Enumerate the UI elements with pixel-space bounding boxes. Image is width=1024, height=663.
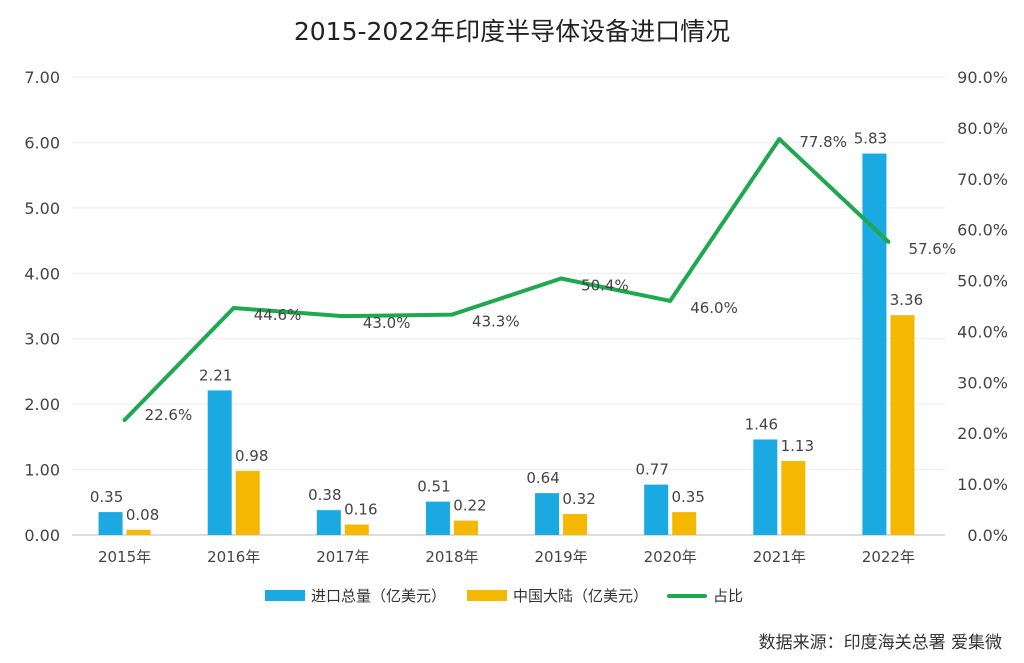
data-label-total: 0.38: [308, 486, 341, 504]
x-axis-tick: 2019年: [534, 548, 587, 566]
right-axis-tick: 80.0%: [957, 119, 1008, 138]
bar-china: [672, 512, 697, 535]
bar-total: [535, 493, 560, 535]
data-label-share: 77.8%: [799, 133, 847, 151]
bar-total: [644, 484, 669, 535]
bar-china: [126, 529, 151, 535]
data-label-china: 3.36: [890, 291, 923, 309]
bar-china: [563, 514, 588, 535]
data-label-total: 0.51: [417, 478, 450, 496]
left-axis-tick: 7.00: [24, 68, 60, 87]
data-label-china: 0.08: [126, 506, 159, 524]
data-label-china: 0.35: [671, 488, 704, 506]
data-label-share: 43.0%: [363, 314, 411, 332]
left-axis-tick: 5.00: [24, 199, 60, 218]
bar-china: [453, 520, 478, 535]
data-label-total: 0.64: [526, 469, 559, 487]
bar-total: [753, 439, 778, 535]
data-label-total: 5.83: [854, 130, 887, 148]
x-axis-tick: 2018年: [425, 548, 478, 566]
legend-item-total: 进口总量（亿美元）: [265, 585, 446, 606]
x-axis-tick: 2015年: [98, 548, 151, 566]
legend-label-total: 进口总量（亿美元）: [311, 587, 447, 605]
chart-title: 2015-2022年印度半导体设备进口情况: [293, 17, 731, 46]
x-axis-tick: 2020年: [644, 548, 697, 566]
right-axis-tick: 70.0%: [957, 170, 1008, 189]
point-share: [886, 239, 891, 244]
left-axis-tick: 3.00: [24, 330, 60, 349]
source-note: 数据来源：印度海关总署 爱集微: [758, 633, 1002, 653]
bar-china: [890, 315, 915, 535]
right-axis-tick: 50.0%: [957, 272, 1008, 291]
data-label-share: 46.0%: [690, 299, 738, 317]
right-axis-tick: 0.0%: [967, 526, 1008, 545]
bar-total: [862, 153, 887, 535]
legend-item-share: 占比: [667, 585, 743, 606]
left-axis-tick: 4.00: [24, 264, 60, 283]
legend-swatch-share: [667, 593, 707, 598]
bar-total: [316, 510, 341, 535]
data-label-share: 22.6%: [145, 406, 193, 424]
right-axis-tick: 10.0%: [957, 475, 1008, 494]
bar-total: [98, 512, 123, 535]
left-axis-tick: 2.00: [24, 395, 60, 414]
legend-swatch-china: [467, 590, 507, 601]
right-axis-tick: 40.0%: [957, 322, 1008, 341]
data-label-total: 0.35: [90, 488, 123, 506]
data-label-china: 0.16: [344, 501, 377, 519]
bar-china: [235, 470, 260, 535]
x-axis-tick: 2021年: [753, 548, 806, 566]
legend-swatch-total: [265, 590, 305, 601]
left-axis-tick: 1.00: [24, 461, 60, 480]
point-share: [559, 276, 564, 281]
left-axis-tick: 0.00: [24, 526, 60, 545]
bar-total: [207, 390, 232, 535]
left-axis-tick: 6.00: [24, 133, 60, 152]
legend-label-share: 占比: [713, 587, 744, 605]
data-label-china: 0.32: [562, 490, 595, 508]
data-label-share: 50.4%: [581, 277, 629, 295]
data-label-china: 1.13: [781, 437, 814, 455]
x-axis-tick: 2022年: [862, 548, 915, 566]
right-axis-tick: 30.0%: [957, 373, 1008, 392]
x-axis-tick: 2016年: [207, 548, 260, 566]
data-label-total: 2.21: [199, 366, 232, 384]
data-label-share: 57.6%: [908, 240, 956, 258]
bar-total: [425, 501, 450, 535]
right-axis-tick: 90.0%: [957, 68, 1008, 87]
point-share: [449, 312, 454, 317]
point-share: [668, 298, 673, 303]
data-label-share: 44.6%: [254, 306, 302, 324]
data-label-china: 0.98: [235, 447, 268, 465]
legend-label-china: 中国大陆（亿美元）: [513, 587, 649, 605]
point-share: [340, 314, 345, 319]
bar-china: [344, 524, 369, 535]
bar-china: [781, 461, 806, 535]
right-axis-tick: 60.0%: [957, 221, 1008, 240]
point-share: [231, 306, 236, 311]
x-axis-tick: 2017年: [316, 548, 369, 566]
legend-item-china: 中国大陆（亿美元）: [467, 585, 648, 606]
data-label-china: 0.22: [453, 497, 486, 515]
right-axis-tick: 20.0%: [957, 424, 1008, 443]
point-share: [122, 417, 127, 422]
line-share: [123, 137, 890, 422]
data-label-share: 43.3%: [472, 313, 520, 331]
data-label-total: 0.77: [635, 461, 668, 479]
point-share: [777, 137, 782, 142]
data-label-total: 1.46: [745, 415, 778, 433]
